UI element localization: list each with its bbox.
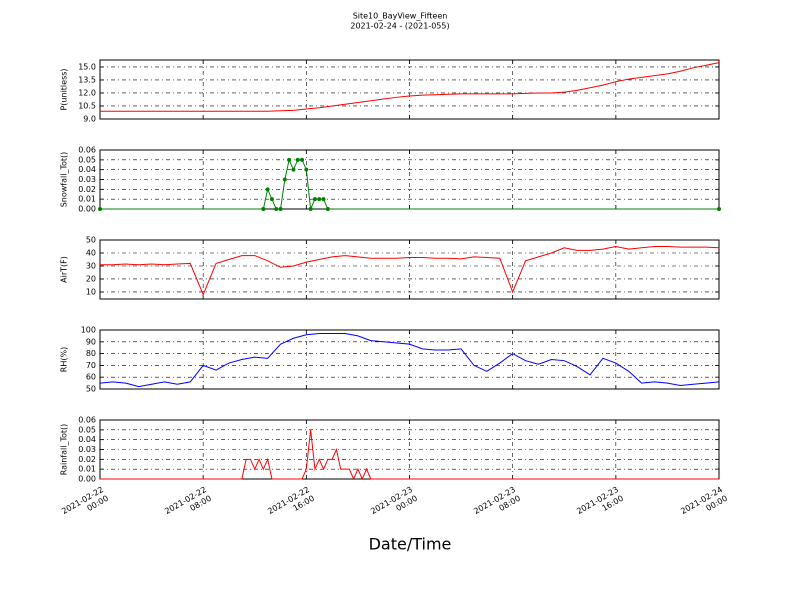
y-tick-label: 30 bbox=[86, 261, 96, 270]
y-axis-label: Rainfall_Tot() bbox=[60, 424, 69, 476]
data-point bbox=[269, 197, 274, 202]
y-tick-label: 0.03 bbox=[78, 175, 96, 184]
data-point bbox=[312, 197, 317, 202]
data-point bbox=[321, 197, 326, 202]
y-axis-label: AirT(F) bbox=[60, 256, 69, 283]
y-axis-label: Snowfall_Tot() bbox=[60, 152, 69, 208]
y-tick-label: 100 bbox=[81, 326, 96, 335]
data-point bbox=[325, 207, 330, 211]
y-axis-label: P(unitless) bbox=[60, 68, 69, 110]
y-tick-label: 12.0 bbox=[78, 88, 96, 97]
y-tick-label: 0.03 bbox=[78, 445, 96, 454]
data-line bbox=[100, 429, 719, 481]
y-tick-label: 15.0 bbox=[78, 62, 96, 71]
y-tick-label: 0.06 bbox=[78, 416, 96, 425]
data-point bbox=[261, 207, 266, 211]
data-point bbox=[308, 207, 313, 211]
y-tick-label: 70 bbox=[86, 361, 96, 370]
y-tick-label: 60 bbox=[86, 373, 96, 382]
y-tick-label: 0.05 bbox=[78, 425, 96, 434]
y-tick-label: 50 bbox=[86, 236, 96, 245]
data-point bbox=[304, 167, 309, 172]
data-point bbox=[265, 187, 270, 192]
y-axis-label: RH(%) bbox=[60, 347, 69, 372]
y-tick-label: 13.5 bbox=[78, 75, 96, 84]
data-point bbox=[295, 157, 300, 162]
figure-title: Site10_BayView_Fifteen bbox=[353, 12, 448, 21]
y-tick-label: 0.01 bbox=[78, 195, 96, 204]
data-point bbox=[717, 207, 721, 211]
data-point bbox=[287, 157, 292, 162]
figure-subtitle: 2021-02-24 - (2021-055) bbox=[350, 22, 449, 31]
data-point bbox=[278, 207, 283, 211]
axes-frame bbox=[99, 329, 720, 390]
y-tick-label: 9.0 bbox=[83, 115, 96, 124]
y-tick-label: 0.04 bbox=[78, 435, 96, 444]
y-tick-label: 0.05 bbox=[78, 155, 96, 164]
y-tick-label: 90 bbox=[86, 337, 96, 346]
data-point bbox=[300, 157, 305, 162]
data-point bbox=[98, 207, 102, 211]
data-point bbox=[274, 207, 279, 211]
data-line bbox=[99, 333, 720, 388]
y-tick-label: 0.00 bbox=[78, 205, 96, 214]
data-line bbox=[100, 245, 720, 296]
axes-frame bbox=[99, 239, 720, 300]
data-line bbox=[100, 62, 720, 112]
y-tick-label: 20 bbox=[86, 274, 96, 283]
y-tick-label: 0.01 bbox=[78, 465, 96, 474]
y-tick-label: 0.02 bbox=[78, 185, 96, 194]
axes-frame bbox=[99, 59, 720, 120]
y-tick-label: 40 bbox=[86, 248, 96, 257]
data-point bbox=[282, 177, 287, 182]
y-tick-label: 0.02 bbox=[78, 455, 96, 464]
x-axis-label: Date/Time bbox=[369, 535, 452, 554]
y-tick-label: 10 bbox=[86, 287, 96, 296]
data-point bbox=[291, 167, 296, 172]
y-tick-label: 0.00 bbox=[78, 475, 96, 484]
y-tick-label: 50 bbox=[86, 385, 96, 394]
y-tick-label: 0.04 bbox=[78, 165, 96, 174]
y-tick-label: 80 bbox=[86, 349, 96, 358]
data-point bbox=[317, 197, 322, 202]
y-tick-label: 10.5 bbox=[78, 101, 96, 110]
y-tick-label: 0.06 bbox=[78, 146, 96, 155]
